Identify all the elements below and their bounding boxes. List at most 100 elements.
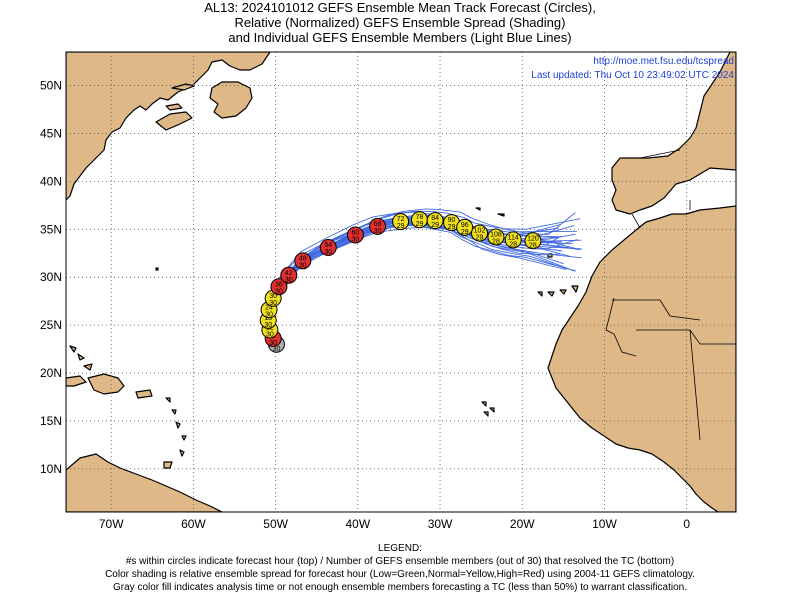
lat-tick-label: 35N <box>40 222 62 236</box>
member-count-label: 29 <box>397 223 405 230</box>
title-line-1: AL13: 2024101012 GEFS Ensemble Mean Trac… <box>204 0 596 15</box>
member-count-label: 29 <box>476 235 484 242</box>
forecast-hour-label: 120 <box>527 235 539 242</box>
lat-tick-label: 30N <box>40 270 62 284</box>
lon-tick-label: 20W <box>510 517 535 531</box>
track-circle <box>369 217 387 235</box>
lon-tick-label: 30W <box>428 517 453 531</box>
anticosti-land <box>171 83 195 91</box>
lat-tick-label: 25N <box>40 318 62 332</box>
trinidad-land <box>163 461 173 469</box>
member-count-label: 30 <box>265 311 273 318</box>
member-count-label: 29 <box>431 222 439 229</box>
forecast-hour-label: 60 <box>351 230 359 237</box>
lat-tick-label: 10N <box>40 462 62 476</box>
longitude-labels: 70W 60W 50W 40W 30W 20W 10W 0 <box>99 517 690 531</box>
bahamas-land <box>69 345 93 371</box>
south-america-land <box>66 453 223 512</box>
forecast-hour-label: 54 <box>324 242 332 249</box>
legend-line-3: Gray color fill indicates analysis time … <box>113 582 687 593</box>
track-circle <box>487 228 505 246</box>
forecast-hour-label: 84 <box>431 215 439 222</box>
latitude-labels: 50N 45N 40N 35N 30N 25N 20N 15N 10N <box>40 79 62 476</box>
forecast-hour-label: 36 <box>275 281 283 288</box>
mean-track-markers: 0306301230183024303030363042304830543060… <box>259 211 542 353</box>
source-url[interactable]: http://moe.met.fsu.edu/tcspread <box>593 56 734 67</box>
lat-tick-label: 15N <box>40 414 62 428</box>
hispaniola-land <box>87 373 125 395</box>
last-updated: Last updated: Thu Oct 10 23:49:02 UTC 20… <box>531 70 734 81</box>
forecast-hour-label: 48 <box>299 255 307 262</box>
forecast-hour-label: 102 <box>474 228 486 235</box>
member-count-label: 30 <box>266 331 274 338</box>
bermuda-land <box>155 267 159 271</box>
iberia-land <box>611 52 736 215</box>
track-circle <box>294 252 312 270</box>
track-circle <box>456 218 474 236</box>
nova-scotia-land <box>155 111 193 131</box>
member-count-label: 30 <box>299 262 307 269</box>
forecast-hour-label: 90 <box>448 217 456 224</box>
forecast-hour-label: 108 <box>490 231 502 238</box>
track-circle <box>471 224 489 242</box>
lat-lon-grid <box>66 52 736 512</box>
forecast-hour-label: 42 <box>285 270 293 277</box>
forecast-hour-label: 78 <box>416 214 424 221</box>
lon-tick-label: 0 <box>683 517 690 531</box>
legend-line-2: Color shading is relative ensemble sprea… <box>105 569 695 580</box>
track-circle <box>319 239 337 256</box>
lon-tick-label: 10W <box>592 517 617 531</box>
track-circle <box>280 266 298 284</box>
lat-tick-label: 40N <box>40 174 62 188</box>
member-count-label: 30 <box>324 249 332 256</box>
member-count-label: 28 <box>529 242 537 249</box>
forecast-hour-label: 114 <box>508 234 519 241</box>
member-count-label: 29 <box>416 221 424 228</box>
lon-tick-label: 70W <box>99 517 124 531</box>
lesser-antilles-land <box>165 397 187 457</box>
africa-borders <box>605 149 736 441</box>
cuba-land <box>66 375 87 387</box>
forecast-hour-label: 66 <box>374 221 382 228</box>
lon-tick-label: 60W <box>181 517 206 531</box>
member-count-label: 28 <box>509 241 517 248</box>
track-circle <box>392 213 410 231</box>
canary-islands-land <box>537 285 579 297</box>
lat-tick-label: 20N <box>40 366 62 380</box>
legend: LEGEND: #s within circles indicate forec… <box>0 542 800 594</box>
track-circle <box>270 278 288 296</box>
north-america-land <box>66 52 271 201</box>
puerto-rico-land <box>135 389 153 399</box>
member-count-label: 30 <box>275 288 283 295</box>
forecast-hour-label: 96 <box>461 222 469 229</box>
chart-title: AL13: 2024101012 GEFS Ensemble Mean Trac… <box>0 0 800 45</box>
member-count-label: 30 <box>273 346 281 353</box>
member-count-label: 30 <box>264 322 272 329</box>
member-count-label: 30 <box>269 340 277 347</box>
title-line-3: and Individual GEFS Ensemble Members (Li… <box>228 30 572 45</box>
azores-land <box>475 207 505 217</box>
title-line-2: Relative (Normalized) GEFS Ensemble Spre… <box>234 15 566 30</box>
legend-heading: LEGEND: <box>378 543 422 554</box>
lon-tick-label: 50W <box>263 517 288 531</box>
member-count-label: 28 <box>492 238 500 245</box>
forecast-hour-label: 18 <box>264 315 272 322</box>
track-circle <box>524 232 542 250</box>
member-count-label: 30 <box>374 228 382 235</box>
track-circle <box>504 231 522 249</box>
pei-land <box>165 103 183 111</box>
